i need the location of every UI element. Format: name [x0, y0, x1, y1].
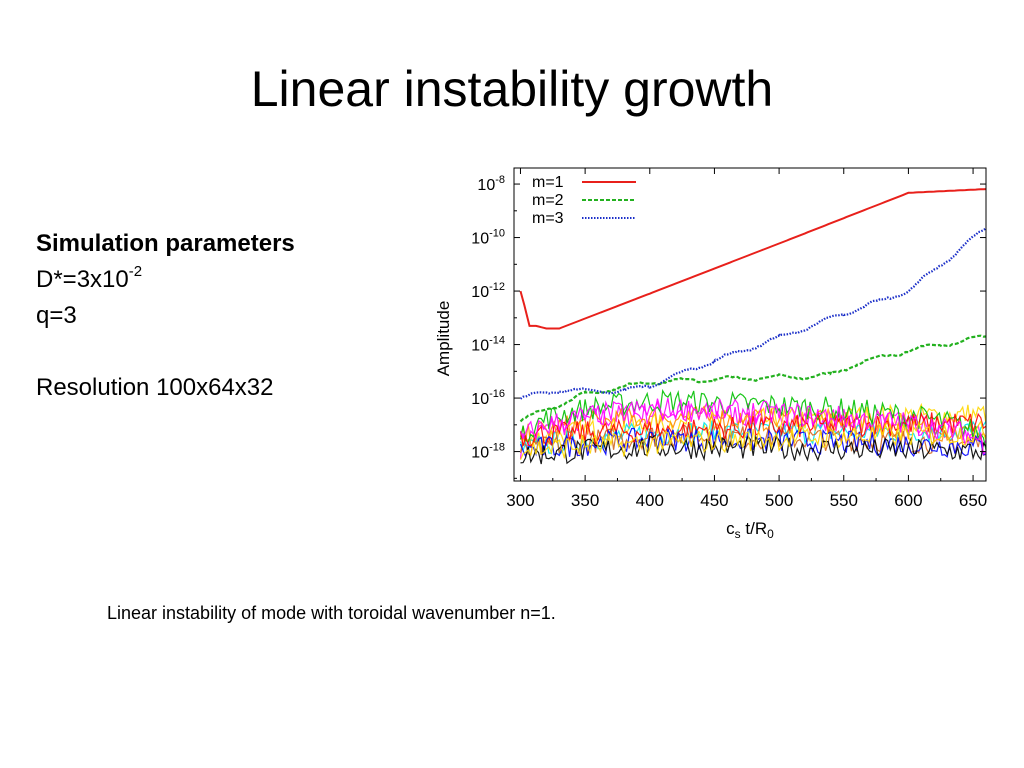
legend-label: m=2	[532, 192, 564, 209]
noise-trace	[519, 397, 987, 455]
q-parameter: q=3	[36, 302, 77, 329]
noise-layer	[519, 388, 987, 465]
x-tick-label: 650	[959, 491, 987, 510]
legend: m=1m=2m=3	[532, 174, 636, 227]
resolution-text: Resolution 100x64x32	[36, 374, 274, 401]
slide-caption: Linear instability of mode with toroidal…	[107, 603, 556, 623]
series-line-m3	[519, 227, 987, 400]
x-axis-label: cs t/R0	[726, 519, 774, 541]
x-tick-label: 550	[830, 491, 858, 510]
noise-trace	[519, 405, 987, 448]
y-tick-label: 10-8	[477, 174, 505, 194]
plot-frame	[513, 167, 987, 482]
axes-layer: 300 350 400 450 500 550 600 650 10-8 10-10 10-12 10…	[434, 167, 987, 541]
series-line-m1	[519, 188, 987, 330]
simulation-parameters: Simulation parameters D*=3x10-2 q=3 Reso…	[36, 226, 295, 406]
y-tick-label: 10-10	[471, 228, 505, 248]
y-tick-label: 10-14	[471, 335, 505, 355]
y-tick-label: 10-16	[471, 388, 505, 408]
noise-trace	[519, 411, 987, 447]
params-heading: Simulation parameters	[36, 230, 295, 257]
x-tick-label: 600	[894, 491, 922, 510]
x-tick-label: 300	[506, 491, 534, 510]
amplitude-chart: 300 350 400 450 500 550 600 650 10-8 10-10 10-12 10…	[434, 167, 987, 541]
y-tick-label: 10-18	[471, 442, 505, 462]
legend-label: m=3	[532, 210, 564, 227]
d-star-label: D*=3x10	[36, 266, 129, 293]
series-line-m2	[519, 334, 987, 423]
noise-trace	[519, 419, 987, 461]
legend-label: m=1	[532, 174, 564, 191]
x-tick-label: 450	[700, 491, 728, 510]
y-tick-label: 10-12	[471, 281, 505, 301]
x-tick-label: 350	[571, 491, 599, 510]
slide-title: Linear instability growth	[250, 61, 774, 117]
d-star-parameter: D*=3x10-2	[36, 262, 295, 298]
d-star-exponent: -2	[128, 263, 143, 280]
x-tick-label: 500	[765, 491, 793, 510]
noise-trace	[519, 418, 987, 455]
series-layer	[519, 188, 987, 423]
y-axis-label: Amplitude	[434, 301, 453, 377]
x-tick-label: 400	[636, 491, 664, 510]
